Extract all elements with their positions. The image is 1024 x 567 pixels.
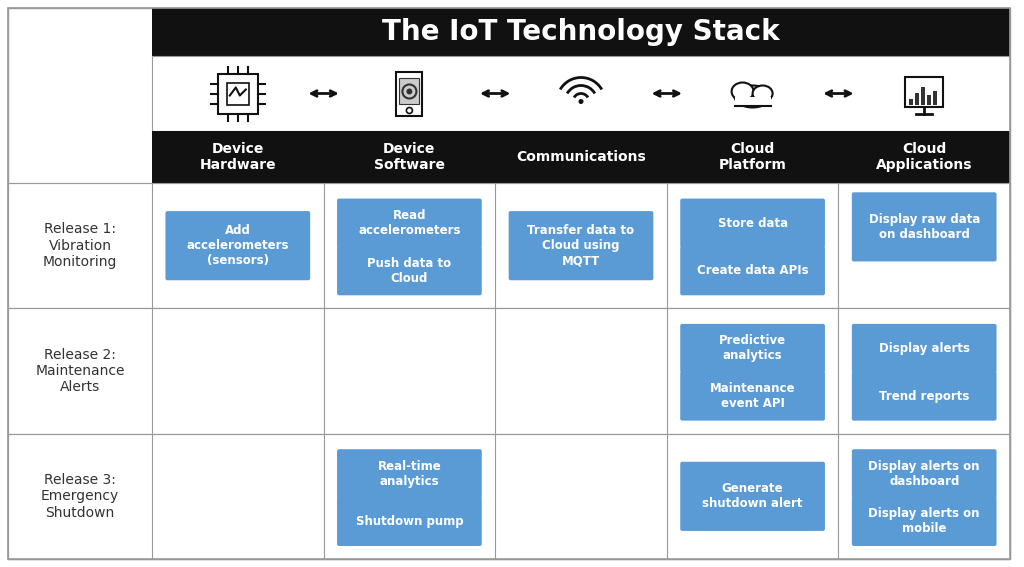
Text: Real-time
analytics: Real-time analytics	[378, 460, 441, 488]
Bar	[922, 87, 926, 104]
Text: Store data: Store data	[718, 217, 787, 230]
Text: Device
Software: Device Software	[374, 142, 444, 172]
FancyBboxPatch shape	[166, 211, 310, 280]
Bar	[909, 99, 913, 104]
Bar	[8, 183, 1010, 559]
Circle shape	[407, 88, 413, 95]
FancyBboxPatch shape	[680, 246, 825, 295]
Bar	[152, 56, 1010, 131]
Bar	[933, 91, 937, 104]
Text: Display alerts on
dashboard: Display alerts on dashboard	[868, 460, 980, 488]
Bar	[152, 131, 1010, 183]
FancyBboxPatch shape	[337, 198, 481, 248]
FancyBboxPatch shape	[852, 497, 996, 546]
FancyBboxPatch shape	[852, 371, 996, 421]
Ellipse shape	[731, 83, 754, 100]
Bar	[152, 8, 1010, 56]
Bar	[218, 74, 258, 113]
FancyBboxPatch shape	[337, 246, 481, 295]
Bar	[8, 183, 1010, 308]
Bar	[734, 96, 771, 107]
Text: Release 2:
Maintenance
Alerts: Release 2: Maintenance Alerts	[35, 348, 125, 394]
Text: Add
accelerometers
(sensors): Add accelerometers (sensors)	[186, 224, 289, 267]
FancyBboxPatch shape	[680, 324, 825, 373]
Text: Transfer data to
Cloud using
MQTT: Transfer data to Cloud using MQTT	[527, 224, 635, 267]
FancyBboxPatch shape	[680, 462, 825, 531]
FancyBboxPatch shape	[337, 449, 481, 498]
FancyBboxPatch shape	[852, 324, 996, 373]
Text: Shutdown pump: Shutdown pump	[355, 515, 463, 528]
Bar	[915, 92, 920, 104]
Text: Push data to
Cloud: Push data to Cloud	[368, 257, 452, 285]
Text: Communications: Communications	[516, 150, 646, 164]
Text: Device
Hardware: Device Hardware	[200, 142, 276, 172]
Text: Display alerts: Display alerts	[879, 342, 970, 355]
Text: Cloud
Applications: Cloud Applications	[876, 142, 973, 172]
FancyBboxPatch shape	[509, 211, 653, 280]
Text: Display alerts on
mobile: Display alerts on mobile	[868, 507, 980, 535]
Text: Release 1:
Vibration
Monitoring: Release 1: Vibration Monitoring	[43, 222, 117, 269]
Bar	[399, 78, 420, 104]
Text: Display raw data
on dashboard: Display raw data on dashboard	[868, 213, 980, 241]
Circle shape	[579, 99, 584, 104]
FancyBboxPatch shape	[680, 198, 825, 248]
Text: Release 3:
Emergency
Shutdown: Release 3: Emergency Shutdown	[41, 473, 119, 519]
FancyBboxPatch shape	[337, 497, 481, 546]
Text: Generate
shutdown alert: Generate shutdown alert	[702, 483, 803, 510]
Ellipse shape	[734, 86, 771, 108]
Bar	[8, 308, 1010, 434]
Text: Cloud
Platform: Cloud Platform	[719, 142, 786, 172]
Text: Maintenance
event API: Maintenance event API	[710, 382, 796, 410]
Bar	[8, 434, 1010, 559]
FancyBboxPatch shape	[852, 449, 996, 498]
FancyBboxPatch shape	[852, 192, 996, 261]
Bar	[905, 77, 943, 107]
Text: Create data APIs: Create data APIs	[696, 264, 808, 277]
Ellipse shape	[753, 86, 772, 101]
Text: The IoT Technology Stack: The IoT Technology Stack	[382, 18, 780, 46]
Bar	[396, 71, 422, 116]
Bar	[927, 95, 931, 104]
Bar	[226, 83, 249, 104]
Text: Read
accelerometers: Read accelerometers	[358, 209, 461, 237]
Text: Predictive
analytics: Predictive analytics	[719, 335, 786, 362]
Text: Trend reports: Trend reports	[879, 390, 970, 403]
FancyBboxPatch shape	[680, 371, 825, 421]
